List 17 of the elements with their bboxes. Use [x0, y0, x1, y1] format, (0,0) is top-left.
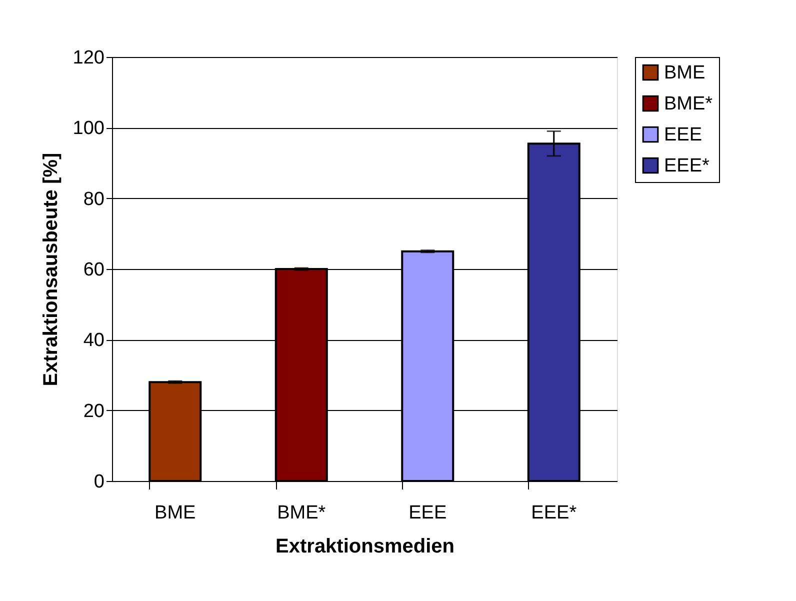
y-tick-label: 100: [72, 118, 104, 140]
legend-label: EEE*: [664, 156, 710, 176]
legend-label: EEE: [664, 124, 702, 146]
x-tick-label: EEE*: [531, 502, 578, 524]
y-axis-title: Extraktionsausbeute [%]: [40, 152, 62, 386]
y-tick-label: 0: [94, 472, 104, 492]
y-tick-label: 60: [83, 260, 104, 280]
x-tick-label: BME: [154, 502, 196, 524]
x-tick-label: EEE: [408, 502, 447, 524]
y-tick-label: 40: [83, 330, 104, 352]
y-tick-label: 80: [83, 188, 104, 210]
legend-label: BME*: [664, 94, 714, 114]
x-axis-title: Extraktionsmedien: [276, 536, 454, 558]
y-tick-label: 20: [83, 400, 104, 422]
legend-label: BME: [664, 62, 706, 84]
y-tick-label: 120: [72, 48, 104, 68]
x-tick-label: BME*: [277, 502, 326, 524]
